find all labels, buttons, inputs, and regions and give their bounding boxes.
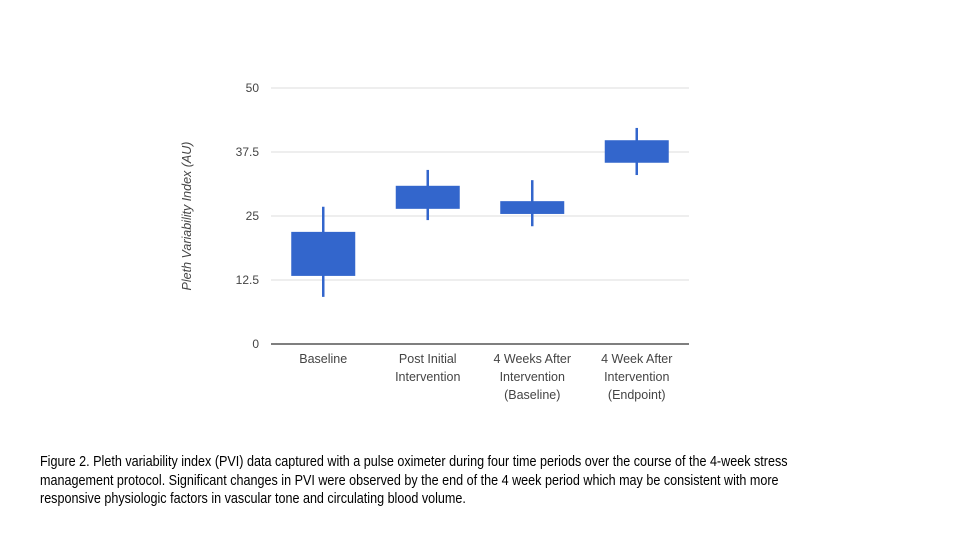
candlestick-chart: 0 12.5 25 37.5 50 Pleth Variability Index (AU… xyxy=(180,81,689,402)
caption-line: Figure 2. Pleth variability index (PVI) … xyxy=(40,454,788,470)
x-category-label: 4 Week After xyxy=(601,352,672,366)
x-category-label: (Endpoint) xyxy=(608,388,666,402)
candle-box xyxy=(500,201,565,214)
y-tick-label: 0 xyxy=(252,337,259,351)
y-tick-label: 37.5 xyxy=(236,145,260,159)
x-category-label: Intervention xyxy=(500,370,565,384)
y-tick-label: 12.5 xyxy=(236,273,260,287)
caption-line: management protocol. Significant changes… xyxy=(40,472,779,489)
candle-box xyxy=(604,140,669,163)
candle-box xyxy=(291,231,356,276)
x-category-label: Intervention xyxy=(604,370,669,384)
x-category-label: 4 Weeks After xyxy=(493,352,571,366)
x-category-label: Baseline xyxy=(299,352,347,366)
figure-caption: Figure 2. Pleth variability index (PVI) … xyxy=(40,453,890,509)
x-category-label: Post Initial xyxy=(399,352,457,366)
x-category-label: Intervention xyxy=(395,370,460,384)
y-tick-label: 25 xyxy=(246,209,260,223)
candle-box xyxy=(395,185,460,209)
y-tick-label: 50 xyxy=(246,81,260,95)
caption-line: responsive physiologic factors in vascul… xyxy=(40,491,466,507)
x-category-label: (Baseline) xyxy=(504,388,560,402)
y-axis-label: Pleth Variability Index (AU) xyxy=(180,142,194,291)
